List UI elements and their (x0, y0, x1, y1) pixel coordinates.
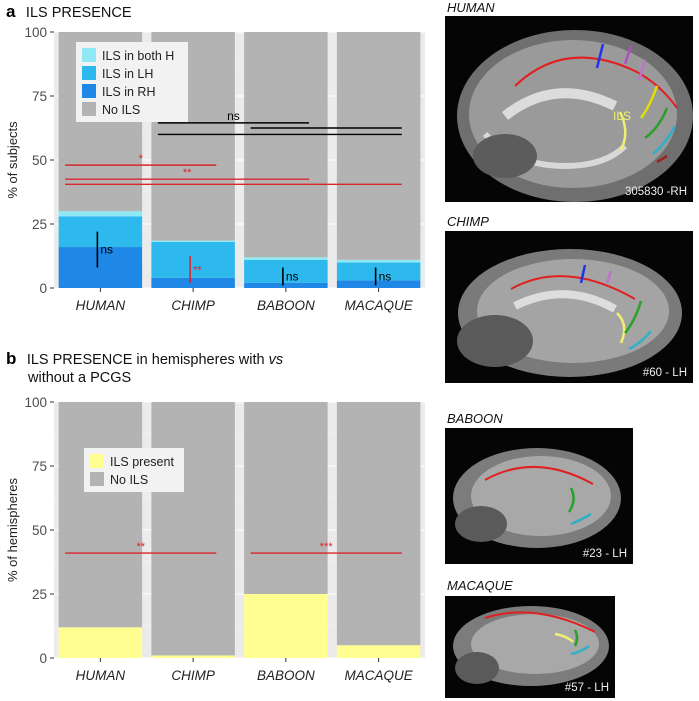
bar-macaque-no-ils (336, 402, 421, 646)
panel-b-header: b ILS PRESENCE in hemispheres with vs wi… (6, 350, 283, 387)
x-tick-label: MACAQUE (344, 298, 413, 313)
brain-image-macaque: #57 - LH (445, 596, 615, 698)
bar-macaque-ils-present (336, 645, 421, 658)
legend-label: ILS in both H (102, 49, 174, 63)
bar-human-ils-present (58, 627, 143, 658)
x-tick-label: BABOON (257, 668, 315, 683)
bar-baboon-ils-present (244, 594, 328, 658)
bar-baboon-ils-in-lh (244, 259, 328, 283)
legend-label: ILS present (110, 455, 174, 469)
bar-human-no-ils (58, 402, 143, 628)
bar-macaque-ils-in-both-h (336, 259, 421, 263)
x-tick-label: BABOON (257, 298, 315, 313)
panel-b-title-vs: vs (268, 352, 284, 368)
bar-baboon-no-ils (244, 402, 328, 594)
bar-human-ils-in-rh (58, 247, 143, 288)
bar-baboon-no-ils (244, 32, 328, 258)
legend-swatch (82, 48, 96, 62)
panel-b-title-line2: without a PCGS (28, 370, 132, 386)
x-tick-label: CHIMP (171, 668, 215, 683)
significance-label: ns (227, 109, 240, 123)
image-label-baboon: BABOON (447, 411, 503, 426)
image-id-macaque: #57 - LH (564, 682, 609, 694)
panel-a-letter: a (6, 2, 16, 21)
within-group-test-label: ** (193, 264, 202, 276)
bar-human-ils-in-lh (58, 216, 143, 248)
legend-label: No ILS (102, 103, 140, 117)
legend-swatch (82, 66, 96, 80)
legend-swatch (90, 472, 104, 486)
y-tick-label: 50 (32, 153, 47, 168)
y-tick-label: 100 (24, 395, 47, 410)
bar-chimp-ils-in-rh (151, 277, 235, 288)
panel-b-title-pre: ILS PRESENCE in hemispheres with (26, 352, 269, 368)
brain-image-chimp: #60 - LH (445, 231, 693, 383)
legend-label: ILS in RH (102, 85, 156, 99)
image-label-human: HUMAN (447, 0, 495, 15)
y-tick-label: 100 (24, 25, 47, 40)
legend: ILS in both H ILS in LH ILS in RH No ILS (76, 42, 188, 122)
significance-label: * (139, 153, 144, 165)
x-tick-label: HUMAN (76, 298, 126, 313)
image-label-macaque: MACAQUE (447, 578, 513, 593)
legend-swatch (90, 454, 104, 468)
x-tick-label: CHIMP (171, 298, 215, 313)
y-tick-label: 25 (32, 217, 47, 232)
y-axis-label: % of hemispheres (5, 477, 20, 582)
y-tick-label: 75 (32, 459, 47, 474)
panel-a-title: ILS PRESENCE (25, 5, 132, 21)
legend-swatch (82, 102, 96, 116)
brain-chimp-figure (457, 249, 682, 377)
within-group-test-label: ns (100, 243, 113, 257)
bar-baboon-ils-in-both-h (244, 257, 328, 260)
y-tick-label: 75 (32, 89, 47, 104)
bar-macaque-ils-in-rh (336, 280, 421, 288)
y-tick-label: 25 (32, 587, 47, 602)
brain-image-baboon: #23 - LH (445, 428, 633, 564)
brain-baboon-figure (453, 448, 621, 548)
legend-label: ILS in LH (102, 67, 153, 81)
within-group-test-label: ns (286, 269, 299, 283)
brain-image-human: ILS 305830 -RH (445, 16, 693, 202)
bar-chimp-ils-present (151, 655, 235, 658)
panel-b-letter: b (6, 349, 17, 368)
significance-label: *** (320, 541, 334, 553)
x-tick-label: HUMAN (76, 668, 126, 683)
y-tick-label: 0 (39, 651, 47, 666)
image-id-baboon: #23 - LH (582, 548, 627, 560)
bar-chimp-ils-in-both-h (151, 240, 235, 242)
bar-baboon-ils-in-rh (244, 282, 328, 288)
significance-label: ** (136, 541, 145, 553)
legend-label: No ILS (110, 473, 148, 487)
significance-label: ** (183, 167, 192, 179)
within-group-test-label: ns (379, 269, 392, 283)
bar-chimp-ils-in-lh (151, 241, 235, 278)
panel-a-header: a ILS PRESENCE (6, 2, 132, 22)
svg-text:ILS: ILS (613, 109, 631, 123)
image-id-chimp: #60 - LH (642, 367, 687, 379)
image-label-chimp: CHIMP (447, 214, 489, 229)
y-tick-label: 0 (39, 281, 47, 296)
chart-a: 0 25 50 75 100 % of subjects HUMAN CHIMP BABOON M… (5, 25, 425, 313)
legend-swatch (82, 84, 96, 98)
x-tick-label: MACAQUE (344, 668, 413, 683)
y-axis-label: % of subjects (5, 121, 20, 199)
bar-macaque-ils-in-lh (336, 262, 421, 281)
image-id-human: 305830 -RH (624, 186, 687, 198)
y-tick-label: 50 (32, 523, 47, 538)
bar-human-ils-in-both-h (58, 211, 143, 217)
bar-macaque-no-ils (336, 32, 421, 260)
bar-chimp-no-ils (151, 402, 235, 656)
chart-b: 0 25 50 75 100 % of hemispheres HUMAN CHIMP BABO… (5, 395, 425, 683)
brain-macaque-figure (453, 606, 609, 686)
legend: ILS present No ILS (84, 448, 184, 492)
brain-human-figure: ILS (457, 30, 693, 202)
